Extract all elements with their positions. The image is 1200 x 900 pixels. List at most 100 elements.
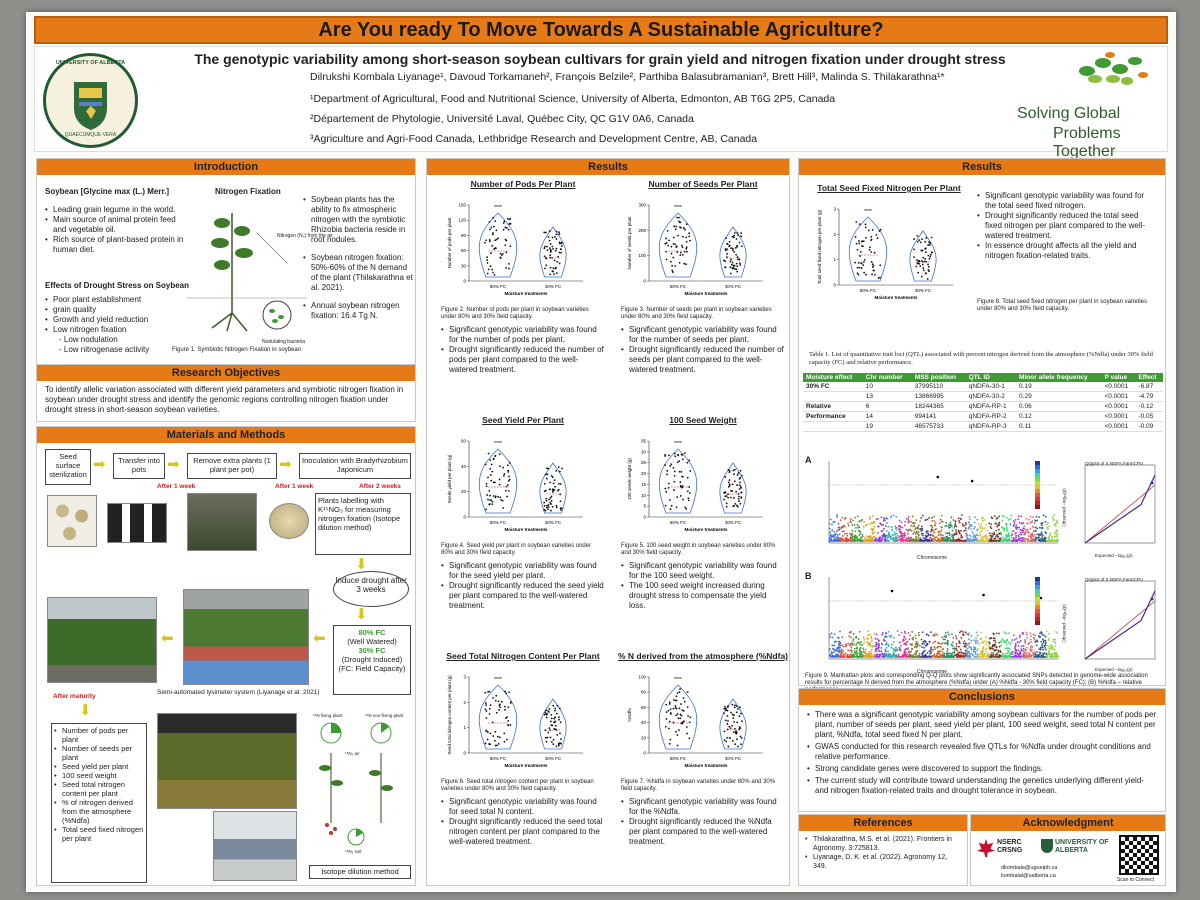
data-point: [920, 275, 923, 278]
snp-point: [1040, 531, 1043, 534]
data-point: [495, 238, 498, 241]
snp-point: [921, 642, 924, 645]
table-cell: 14: [862, 411, 912, 422]
data-point: [545, 740, 548, 743]
snp-point: [1042, 514, 1045, 517]
soybean-list: Leading grain legume in the world. Main …: [45, 205, 185, 255]
snp-point: [837, 656, 840, 658]
snp-point: [1015, 531, 1018, 534]
snp-point: [962, 524, 965, 527]
snp-point: [953, 527, 956, 529]
list-item: Number of seeds per plant: [54, 744, 144, 762]
snp-point: [907, 536, 910, 539]
snp-point: [908, 538, 911, 541]
snp-point: [969, 535, 972, 538]
data-point: [729, 266, 732, 268]
snp-point: [995, 646, 998, 649]
snp-point: [842, 650, 845, 652]
snp-point: [997, 651, 1000, 653]
snp-point: [950, 516, 953, 519]
data-point: [485, 730, 487, 732]
snp-point: [985, 636, 988, 639]
snp-point: [990, 538, 993, 541]
data-point: [558, 718, 560, 721]
data-point: [674, 705, 677, 707]
data-point: [665, 703, 668, 706]
data-point: [664, 464, 666, 466]
snp-point: [882, 638, 885, 641]
snp-point: [997, 649, 1000, 652]
data-point: [680, 251, 682, 254]
snp-point: [854, 530, 857, 533]
snp-point: [994, 522, 997, 525]
y-axis-label: Total seed fixed nitrogen per plant (g): [817, 209, 822, 284]
snp-point: [925, 530, 928, 533]
data-point: [739, 264, 742, 266]
snp-point: [933, 653, 936, 656]
qq-reference-line: [1084, 484, 1156, 544]
snp-point: [833, 648, 836, 651]
data-point: [672, 256, 675, 259]
snp-point: [889, 636, 892, 639]
snp-point: [963, 530, 965, 532]
data-point: [505, 738, 508, 741]
snp-point: [958, 532, 961, 535]
snp-point: [997, 539, 1000, 542]
snp-point: [910, 524, 913, 527]
list-item: GWAS conducted for this research reveale…: [807, 742, 1157, 762]
snp-point: [851, 535, 854, 538]
snp-point: [858, 642, 861, 644]
snp-point: [891, 655, 894, 658]
snp-point: [937, 652, 939, 654]
snp-point: [870, 637, 873, 640]
snp-point: [892, 641, 895, 643]
data-point: [490, 226, 493, 229]
data-point: [503, 220, 506, 223]
density-legend: [1035, 621, 1040, 625]
snp-point: [909, 536, 912, 539]
snp-point: [1048, 632, 1050, 635]
data-point: [672, 707, 675, 710]
snp-point: [946, 641, 949, 644]
snp-point: [979, 652, 982, 655]
snp-point: [973, 646, 975, 648]
soybean-plant-illustration: [187, 213, 307, 332]
snp-point: [995, 529, 998, 532]
data-point: [733, 251, 736, 253]
snp-point: [1035, 515, 1038, 518]
snp-point: [1041, 655, 1044, 658]
snp-point: [828, 634, 831, 636]
data-point: [680, 703, 682, 705]
data-point: [676, 744, 679, 747]
snp-point: [908, 638, 911, 641]
snp-point: [830, 523, 833, 526]
snp-point: [993, 533, 996, 536]
snp-point: [846, 538, 849, 541]
snp-point: [829, 518, 832, 521]
snp-point: [981, 654, 984, 656]
snp-point: [876, 656, 879, 658]
snp-point: [867, 634, 869, 637]
snp-point: [954, 523, 957, 525]
data-point: [487, 498, 489, 501]
snp-point: [915, 637, 917, 640]
snp-point: [850, 636, 852, 639]
snp-point: [1026, 522, 1029, 525]
snp-point: [952, 647, 955, 650]
fc30-label: 30% FC: [358, 646, 386, 655]
snp-point: [1023, 531, 1025, 534]
snp-point: [933, 538, 936, 541]
snp-point: [1035, 644, 1038, 647]
data-point: [487, 476, 489, 479]
figure-8-caption: Figure 8. Total seed fixed nitrogen per …: [977, 299, 1147, 312]
snp-point: [992, 655, 995, 658]
snp-point: [1021, 632, 1024, 635]
data-point: [550, 741, 553, 743]
data-point: [484, 742, 487, 745]
snp-point: [925, 655, 927, 658]
snp-point: [970, 646, 973, 649]
snp-point: [955, 531, 957, 534]
violin-shape: [719, 462, 747, 514]
snp-point: [1034, 653, 1037, 656]
